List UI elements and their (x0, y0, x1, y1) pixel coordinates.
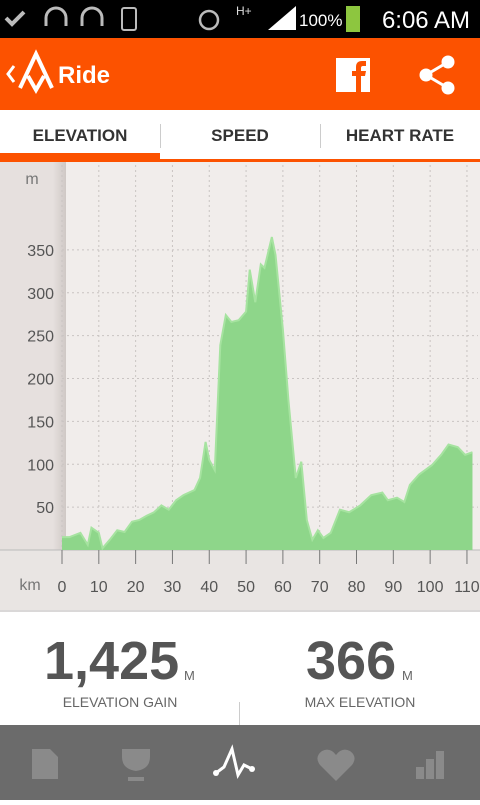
x-tick-label: 10 (90, 579, 108, 596)
back-icon[interactable] (6, 65, 16, 83)
y-tick-label: 300 (27, 286, 54, 303)
y-tick-label: 250 (27, 329, 54, 346)
x-tick-label: 70 (311, 579, 329, 596)
x-tick-label: 0 (58, 579, 67, 596)
nav-activity[interactable] (215, 744, 253, 779)
y-tick-label: 200 (27, 372, 54, 389)
nav-heart[interactable] (317, 749, 355, 781)
elevation-line (62, 236, 473, 551)
status-bar: H+ 100% 6:06 AM (0, 0, 480, 38)
bottom-nav (0, 725, 480, 800)
x-tick-label: 60 (274, 579, 292, 596)
y-tick-label: 50 (36, 500, 54, 517)
x-tick-label: 110 (454, 579, 480, 596)
status-icons: H+ 100% 6:06 AM (4, 4, 470, 34)
stat-label: ELEVATION GAIN (62, 694, 178, 710)
battery-percent: 100% (299, 11, 342, 30)
stat-value: 1,425 (44, 631, 180, 691)
nav-achievements[interactable] (122, 749, 150, 781)
x-tick-label: 100 (417, 579, 444, 596)
nav-feed[interactable] (32, 749, 58, 779)
stat-unit: M (402, 668, 413, 683)
tab[interactable]: SPEED (211, 126, 269, 145)
x-tick-label: 40 (200, 579, 218, 596)
x-tick-label: 90 (384, 579, 402, 596)
app-bar-icons: Ride (6, 49, 455, 95)
x-tick-label: 20 (127, 579, 145, 596)
stats-panel: 1,425 M ELEVATION GAIN 366 M MAX ELEVATI… (0, 612, 480, 725)
elevation-area (62, 237, 473, 550)
elevation-chart: m km 50 100 150 200 250 300 350 0 10 20 30 40 50 60 70… (0, 162, 480, 612)
x-axis-label: km (19, 577, 40, 594)
app-bar: Ride (0, 38, 480, 110)
tab[interactable]: HEART RATE (345, 126, 455, 145)
y-tick-label: 100 (27, 457, 54, 474)
stat-unit: M (184, 668, 195, 683)
clock: 6:06 AM (382, 7, 470, 34)
stat: 366 M MAX ELEVATION (240, 612, 480, 725)
tab[interactable]: ELEVATION (32, 126, 128, 145)
active-tab-indicator (0, 153, 160, 159)
nav-icons (32, 744, 444, 781)
app-title: Ride (58, 62, 110, 89)
x-tick-label: 30 (164, 579, 182, 596)
tab-bar: ELEVATION SPEED HEART RATE (0, 110, 480, 162)
share-button[interactable] (419, 55, 455, 95)
network-type: H+ (236, 4, 252, 18)
x-tick-label: 50 (237, 579, 255, 596)
y-tick-label: 350 (27, 243, 54, 260)
x-tick-label: 80 (348, 579, 366, 596)
strava-logo (18, 49, 54, 95)
nav-stats[interactable] (416, 751, 444, 779)
stat-value: 366 (306, 631, 397, 691)
y-axis-label: m (25, 171, 38, 188)
stat: 1,425 M ELEVATION GAIN (0, 612, 240, 725)
stat-label: MAX ELEVATION (304, 694, 416, 710)
y-tick-label: 150 (27, 414, 54, 431)
